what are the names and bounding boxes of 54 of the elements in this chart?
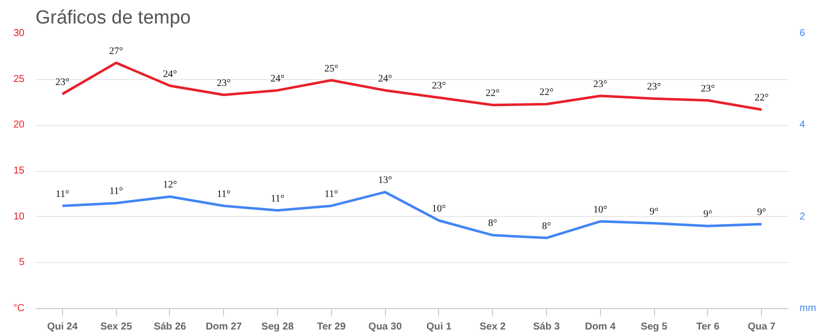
data-label: 11°: [324, 188, 338, 200]
data-label: 11°: [109, 186, 124, 198]
x-tick-label: Ter 29: [316, 322, 346, 332]
x-tick-label: Ter 6: [696, 322, 720, 332]
data-label: 8°: [542, 220, 551, 232]
data-label: 25°: [324, 63, 338, 74]
x-tick-label: Seg 5: [640, 322, 668, 332]
x-tick-label: Sex 25: [100, 322, 132, 332]
y2-tick-label: 2: [800, 211, 806, 222]
data-label: 24°: [162, 68, 177, 80]
data-label: 23°: [432, 80, 446, 92]
data-label: 22°: [754, 92, 769, 104]
y-tick-label: 20: [13, 120, 25, 131]
data-label: 11°: [216, 188, 231, 200]
y2-tick-label: 4: [800, 120, 806, 131]
data-label: 23°: [55, 77, 70, 88]
data-label: 24°: [270, 73, 285, 84]
y-tick-label: 15: [13, 166, 25, 176]
x-tick-label: Seg 28: [261, 322, 294, 332]
y2-tick-label: 6: [800, 28, 806, 39]
data-label: 22°: [486, 88, 500, 99]
y-tick-label: 30: [13, 28, 25, 39]
data-label: 10°: [593, 204, 608, 216]
data-label: 9°: [757, 207, 766, 218]
x-tick-label: Sex 2: [480, 322, 506, 332]
data-label: 24°: [378, 73, 392, 84]
x-tick-label: Dom 4: [584, 322, 616, 332]
y2-tick-label: mm: [800, 303, 816, 314]
chart-title: Gráficos de tempo: [36, 8, 191, 28]
data-label: 23°: [700, 83, 715, 94]
data-label: 23°: [647, 82, 662, 93]
data-label: 13°: [378, 175, 392, 186]
x-tick-label: Qui 24: [47, 322, 78, 332]
data-label: 27°: [109, 46, 124, 57]
y-tick-label: 5: [18, 257, 25, 268]
x-tick-label: Qui 1: [426, 322, 452, 332]
x-tick-label: Qua 30: [368, 322, 402, 332]
data-label: 11°: [56, 188, 70, 200]
data-label: 23°: [216, 78, 231, 89]
x-tick-label: Sáb 3: [533, 322, 560, 332]
data-label: 8°: [488, 218, 498, 230]
data-label: 23°: [593, 78, 608, 90]
y-tick-label: °C: [13, 303, 25, 314]
data-label: 12°: [162, 180, 177, 191]
data-label: 9°: [650, 206, 659, 218]
x-tick-label: Sáb 26: [154, 322, 187, 332]
data-label: 22°: [539, 87, 554, 98]
x-tick-label: Qua 7: [748, 322, 776, 332]
y-tick-label: 25: [13, 74, 25, 85]
y-tick-label: 10: [13, 211, 25, 222]
data-label: 11°: [270, 193, 284, 204]
data-label: 9°: [703, 209, 712, 220]
x-tick-label: Dom 27: [206, 322, 242, 332]
data-label: 10°: [432, 204, 446, 214]
